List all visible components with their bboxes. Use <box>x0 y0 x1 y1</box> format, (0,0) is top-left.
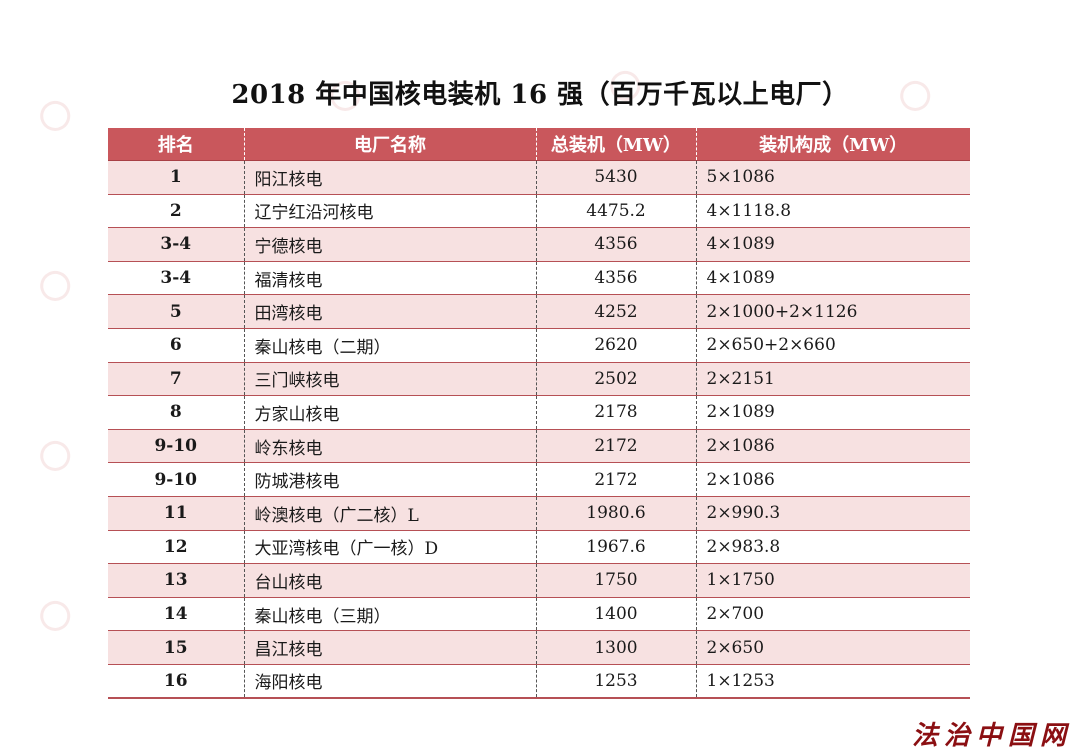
table-row: 9-10 岭东核电 2172 2×1086 <box>108 429 970 464</box>
watermark <box>34 594 79 637</box>
rank-cell: 13 <box>108 563 244 598</box>
plant-name-cell: 台山核电 <box>243 563 536 598</box>
total-capacity-cell: 5430 <box>535 160 696 195</box>
plant-name-cell: 福清核电 <box>243 261 536 296</box>
plant-name-cell: 大亚湾核电（广一核）D <box>243 530 536 565</box>
plant-name-cell: 田湾核电 <box>243 294 536 329</box>
unit-composition-cell: 2×650 <box>695 630 970 665</box>
table-row: 11 岭澳核电（广二核）L 1980.6 2×990.3 <box>108 496 970 531</box>
table-row: 6 秦山核电（二期） 2620 2×650+2×660 <box>108 328 970 363</box>
rank-cell: 14 <box>108 597 244 632</box>
unit-composition-cell: 2×700 <box>695 597 970 632</box>
plant-name-cell: 三门峡核电 <box>243 362 536 397</box>
total-capacity-cell: 4356 <box>535 227 696 262</box>
plant-name-cell: 岭东核电 <box>243 429 536 464</box>
unit-composition-cell: 4×1089 <box>695 227 970 262</box>
header-plant-name: 电厂名称 <box>243 128 536 161</box>
unit-composition-cell: 2×1086 <box>695 429 970 464</box>
rank-cell: 16 <box>108 664 244 699</box>
total-capacity-cell: 1980.6 <box>535 496 696 531</box>
total-capacity-cell: 2620 <box>535 328 696 363</box>
unit-composition-cell: 2×1000+2×1126 <box>695 294 970 329</box>
rank-cell: 1 <box>108 160 244 195</box>
total-capacity-cell: 4356 <box>535 261 696 296</box>
watermark <box>34 434 79 477</box>
table-row: 3-4 宁德核电 4356 4×1089 <box>108 227 970 262</box>
plant-name-cell: 秦山核电（二期） <box>243 328 536 363</box>
plant-name-cell: 岭澳核电（广二核）L <box>243 496 536 531</box>
header-total-capacity: 总装机（MW） <box>535 128 696 161</box>
table-row: 8 方家山核电 2178 2×1089 <box>108 395 970 430</box>
rank-cell: 6 <box>108 328 244 363</box>
plant-name-cell: 海阳核电 <box>243 664 536 699</box>
header-rank: 排名 <box>108 128 244 161</box>
total-capacity-cell: 2178 <box>535 395 696 430</box>
unit-composition-cell: 2×983.8 <box>695 530 970 565</box>
table-row: 2 辽宁红沿河核电 4475.2 4×1118.8 <box>108 194 970 229</box>
unit-composition-cell: 1×1253 <box>695 664 970 699</box>
plant-name-cell: 宁德核电 <box>243 227 536 262</box>
header-unit-composition: 装机构成（MW） <box>695 128 970 161</box>
total-capacity-cell: 1967.6 <box>535 530 696 565</box>
rank-cell: 9-10 <box>108 462 244 497</box>
watermark-logo-icon <box>34 435 76 477</box>
plant-name-cell: 辽宁红沿河核电 <box>243 194 536 229</box>
table-row: 3-4 福清核电 4356 4×1089 <box>108 261 970 296</box>
table-row: 5 田湾核电 4252 2×1000+2×1126 <box>108 294 970 329</box>
plant-name-cell: 秦山核电（三期） <box>243 597 536 632</box>
ranking-table-container: 排名 电厂名称 总装机（MW） 装机构成（MW） 1 阳江核电 5430 5×1086… <box>108 128 970 699</box>
rank-cell: 15 <box>108 630 244 665</box>
table-row: 13 台山核电 1750 1×1750 <box>108 563 970 598</box>
plant-name-cell: 阳江核电 <box>243 160 536 195</box>
rank-cell: 9-10 <box>108 429 244 464</box>
table-row: 12 大亚湾核电（广一核）D 1967.6 2×983.8 <box>108 530 970 565</box>
site-logo: 法治中国网 <box>911 721 1072 751</box>
watermark-logo-icon <box>34 265 76 307</box>
rank-cell: 5 <box>108 294 244 329</box>
rank-cell: 12 <box>108 530 244 565</box>
unit-composition-cell: 4×1089 <box>695 261 970 296</box>
table-body: 1 阳江核电 5430 5×1086 2 辽宁红沿河核电 4475.2 4×1118.8 3-4… <box>108 160 970 699</box>
rank-cell: 7 <box>108 362 244 397</box>
unit-composition-cell: 1×1750 <box>695 563 970 598</box>
unit-composition-cell: 2×990.3 <box>695 496 970 531</box>
unit-composition-cell: 4×1118.8 <box>695 194 970 229</box>
page-title: 2018 年中国核电装机 16 强（百万千瓦以上电厂） <box>231 80 849 110</box>
ranking-table: 排名 电厂名称 总装机（MW） 装机构成（MW） 1 阳江核电 5430 5×1086… <box>108 128 970 699</box>
unit-composition-cell: 2×1086 <box>695 462 970 497</box>
table-row: 16 海阳核电 1253 1×1253 <box>108 664 970 699</box>
table-row: 15 昌江核电 1300 2×650 <box>108 630 970 665</box>
watermark-logo-icon <box>34 595 76 637</box>
table-row: 7 三门峡核电 2502 2×2151 <box>108 362 970 397</box>
plant-name-cell: 方家山核电 <box>243 395 536 430</box>
unit-composition-cell: 2×1089 <box>695 395 970 430</box>
rank-cell: 3-4 <box>108 261 244 296</box>
table-row: 9-10 防城港核电 2172 2×1086 <box>108 462 970 497</box>
rank-cell: 2 <box>108 194 244 229</box>
unit-composition-cell: 5×1086 <box>695 160 970 195</box>
table-row: 1 阳江核电 5430 5×1086 <box>108 160 970 195</box>
total-capacity-cell: 4252 <box>535 294 696 329</box>
plant-name-cell: 昌江核电 <box>243 630 536 665</box>
rank-cell: 3-4 <box>108 227 244 262</box>
rank-cell: 8 <box>108 395 244 430</box>
total-capacity-cell: 2172 <box>535 462 696 497</box>
watermark <box>34 264 79 307</box>
total-capacity-cell: 2172 <box>535 429 696 464</box>
table-header-row: 排名 电厂名称 总装机（MW） 装机构成（MW） <box>108 128 970 161</box>
plant-name-cell: 防城港核电 <box>243 462 536 497</box>
total-capacity-cell: 4475.2 <box>535 194 696 229</box>
table-row: 14 秦山核电（三期） 1400 2×700 <box>108 597 970 632</box>
total-capacity-cell: 1300 <box>535 630 696 665</box>
total-capacity-cell: 1750 <box>535 563 696 598</box>
unit-composition-cell: 2×650+2×660 <box>695 328 970 363</box>
total-capacity-cell: 1253 <box>535 664 696 699</box>
total-capacity-cell: 2502 <box>535 362 696 397</box>
unit-composition-cell: 2×2151 <box>695 362 970 397</box>
total-capacity-cell: 1400 <box>535 597 696 632</box>
rank-cell: 11 <box>108 496 244 531</box>
